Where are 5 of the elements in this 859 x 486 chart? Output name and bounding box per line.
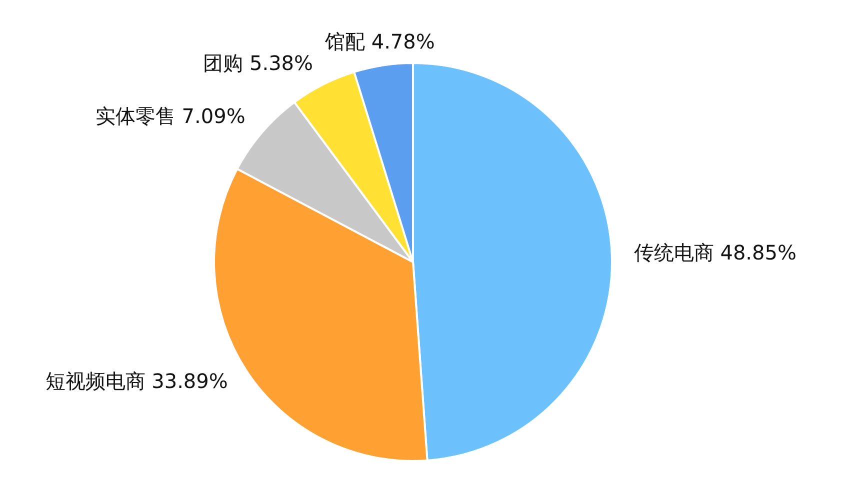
slice-label: 实体零售 7.09% bbox=[95, 104, 246, 128]
slice-label: 传统电商 48.85% bbox=[634, 240, 796, 264]
slice-label: 馆配 4.78% bbox=[324, 30, 435, 54]
slice-label: 短视频电商 33.89% bbox=[45, 368, 228, 393]
slice-label: 团购 5.38% bbox=[203, 51, 314, 76]
